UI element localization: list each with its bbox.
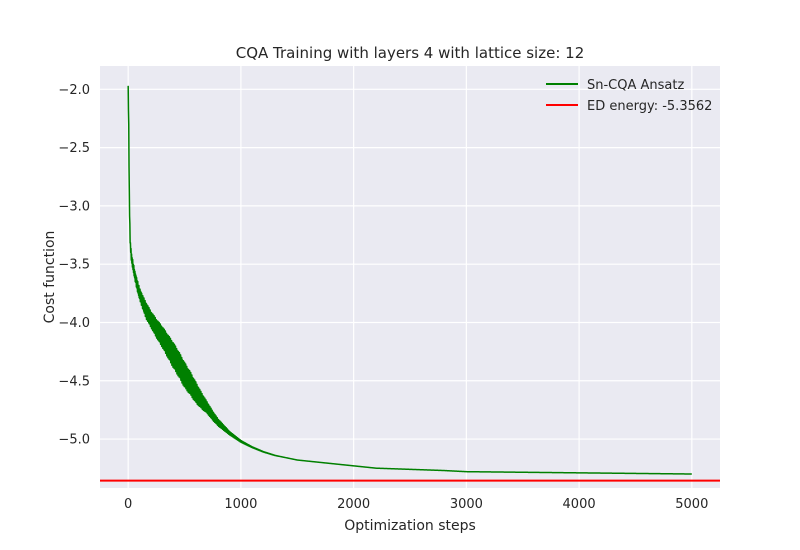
y-tick-label: −4.0: [58, 316, 90, 331]
x-tick-label: 4000: [563, 497, 596, 512]
x-tick-label: 1000: [224, 497, 257, 512]
y-tick-label: −3.5: [58, 258, 90, 273]
plot-area: [100, 66, 720, 488]
y-tick-label: −4.5: [58, 374, 90, 389]
y-tick-label: −2.0: [58, 83, 90, 98]
x-tick-label: 0: [124, 497, 132, 512]
series-line-sn-cqa: [127, 85, 693, 475]
legend-label-ed-energy: ED energy: -5.3562: [587, 99, 712, 114]
series-layer: [100, 85, 720, 482]
y-tick-label: −5.0: [58, 433, 90, 448]
y-tick-label: −2.5: [58, 141, 90, 156]
chart-title: CQA Training with layers 4 with lattice …: [236, 44, 585, 62]
x-tick-label: 3000: [450, 497, 483, 512]
y-tick-label: −3.0: [58, 199, 90, 214]
legend-label-sn-cqa: Sn-CQA Ansatz: [587, 78, 684, 93]
x-axis-label: Optimization steps: [344, 518, 476, 534]
grid-lines: [100, 66, 720, 488]
y-axis-label: Cost function: [42, 231, 58, 324]
x-tick-label: 2000: [337, 497, 370, 512]
legend: Sn-CQA Ansatz ED energy: -5.3562: [546, 78, 712, 114]
tick-labels: 0 1000 2000 3000 4000 5000 −2.0 −2.5 −3.0 −3.5 −4.…: [58, 83, 708, 512]
x-tick-label: 5000: [675, 497, 708, 512]
